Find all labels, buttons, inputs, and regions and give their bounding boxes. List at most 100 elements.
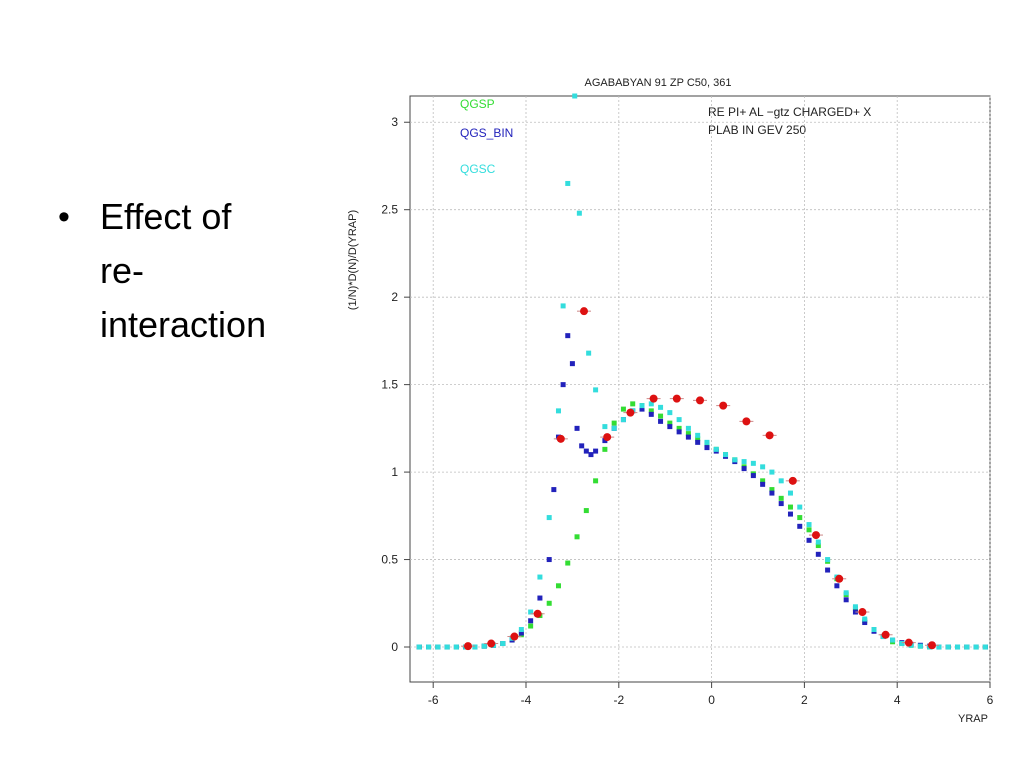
series-point-qgsc xyxy=(472,644,478,650)
series-point-qgsc xyxy=(416,644,422,650)
series-point-qgs_bin xyxy=(583,448,589,454)
series-point-qgsc xyxy=(658,404,664,410)
series-point-qgsc xyxy=(852,604,858,610)
series-point-qgsc xyxy=(620,417,626,423)
series-point-qgsc xyxy=(676,417,682,423)
slide-bullet-list: • Effect of re- interaction xyxy=(58,190,318,352)
series-point-qgsp xyxy=(760,478,766,484)
data-point xyxy=(904,638,913,647)
series-point-qgs_bin xyxy=(834,583,840,589)
series-point-qgsp xyxy=(695,436,701,442)
x-tick-label: -2 xyxy=(613,693,624,707)
series-point-qgsc xyxy=(769,469,775,475)
series-point-qgsc xyxy=(667,410,673,416)
series-point-qgsc xyxy=(760,464,766,470)
series-point-qgs_bin xyxy=(546,557,552,563)
series-point-qgsc xyxy=(560,303,566,309)
data-point xyxy=(835,574,844,583)
series-point-qgsc xyxy=(500,641,506,647)
series-point-qgsp xyxy=(583,508,589,514)
series-point-qgsc xyxy=(871,627,877,633)
bullet-dot-icon: • xyxy=(58,198,70,236)
series-point-qgs_bin xyxy=(787,511,793,517)
y-tick-label: 0.5 xyxy=(381,553,398,567)
series-point-qgs_bin xyxy=(778,501,784,507)
series-point-qgsp xyxy=(611,420,617,426)
series-point-qgs_bin xyxy=(560,382,566,388)
series-point-qgsp xyxy=(658,413,664,419)
series-point-qgsp xyxy=(593,478,599,484)
x-tick-label: 4 xyxy=(894,693,901,707)
data-point xyxy=(533,609,542,618)
series-point-qgs_bin xyxy=(565,333,571,339)
series-point-qgsc xyxy=(572,93,578,99)
bullet-line: re- xyxy=(100,250,144,291)
series-point-qgsc xyxy=(964,644,970,650)
legend-entry-qgsc: QGSC xyxy=(460,162,496,176)
y-axis-label: (1/N)*D(N)/D(YRAP) xyxy=(347,210,359,310)
data-point xyxy=(580,307,588,316)
x-tick-label: 0 xyxy=(708,693,715,707)
annotation-momentum: PLAB IN GEV 250 xyxy=(708,123,806,137)
series-point-qgs_bin xyxy=(588,452,594,458)
series-point-qgsc xyxy=(586,350,592,356)
series-point-qgsc xyxy=(890,637,896,643)
data-point xyxy=(765,431,774,440)
series-point-qgsc xyxy=(426,644,432,650)
series-point-qgs_bin xyxy=(815,551,821,557)
series-point-qgsp xyxy=(565,560,571,566)
data-point xyxy=(487,639,496,648)
series-point-qgsp xyxy=(769,487,775,493)
data-point xyxy=(510,632,519,641)
y-tick-label: 1 xyxy=(391,465,398,479)
bullet-line: Effect of xyxy=(100,196,232,237)
annotation-reaction: RE PI+ AL −gtz CHARGED+ X xyxy=(708,105,871,119)
series-point-qgs_bin xyxy=(843,597,849,603)
series-point-qgs_bin xyxy=(685,434,691,440)
series-point-qgsc xyxy=(806,522,812,528)
series-point-qgsp xyxy=(630,401,636,407)
x-axis-label: YRAP xyxy=(958,713,988,725)
series-point-qgsc xyxy=(546,515,552,521)
series-point-qgs_bin xyxy=(797,523,803,529)
series-point-qgsc xyxy=(936,644,942,650)
series-point-qgsp xyxy=(676,425,682,431)
series-point-qgsp xyxy=(806,527,812,533)
series-point-qgsc xyxy=(815,539,821,545)
series-point-qgs_bin xyxy=(695,439,701,445)
series-point-qgs_bin xyxy=(741,466,747,472)
series-point-qgsc xyxy=(481,643,487,649)
series-point-qgsc xyxy=(704,439,710,445)
series-point-qgsc xyxy=(602,424,608,430)
series-point-qgs_bin xyxy=(760,481,766,487)
y-tick-label: 2 xyxy=(391,290,398,304)
series-point-qgsc xyxy=(825,557,831,563)
y-tick-label: 2.5 xyxy=(381,203,398,217)
series-point-qgs_bin xyxy=(639,406,645,412)
data-point xyxy=(881,630,890,639)
data-point xyxy=(858,608,867,617)
data-point xyxy=(742,417,751,426)
series-point-qgsc xyxy=(899,641,905,647)
series-point-qgsc xyxy=(444,644,450,650)
series-point-qgsp xyxy=(546,600,552,606)
x-tick-label: 6 xyxy=(987,693,994,707)
series-point-qgsc xyxy=(732,457,738,463)
data-point xyxy=(696,396,704,405)
series-point-qgsc xyxy=(648,401,654,407)
series-point-qgs_bin xyxy=(574,425,580,431)
series-point-qgsc xyxy=(723,452,729,458)
series-point-qgs_bin xyxy=(648,411,654,417)
legend-entry-qgs_bin: QGS_BIN xyxy=(460,126,513,140)
rapidity-chart: AGABABYAN 91 ZP C50, 361 RE PI+ AL −gtz … xyxy=(347,77,994,725)
series-point-qgsc xyxy=(565,180,571,186)
series-point-qgs_bin xyxy=(602,438,608,444)
series-point-qgsc xyxy=(453,644,459,650)
series-point-qgs_bin xyxy=(750,473,756,479)
data-point xyxy=(626,408,635,417)
series-point-qgs_bin xyxy=(769,490,775,496)
data-point xyxy=(649,394,658,403)
series-point-qgsc xyxy=(695,432,701,438)
series-point-qgsp xyxy=(685,431,691,437)
data-point xyxy=(464,642,472,651)
